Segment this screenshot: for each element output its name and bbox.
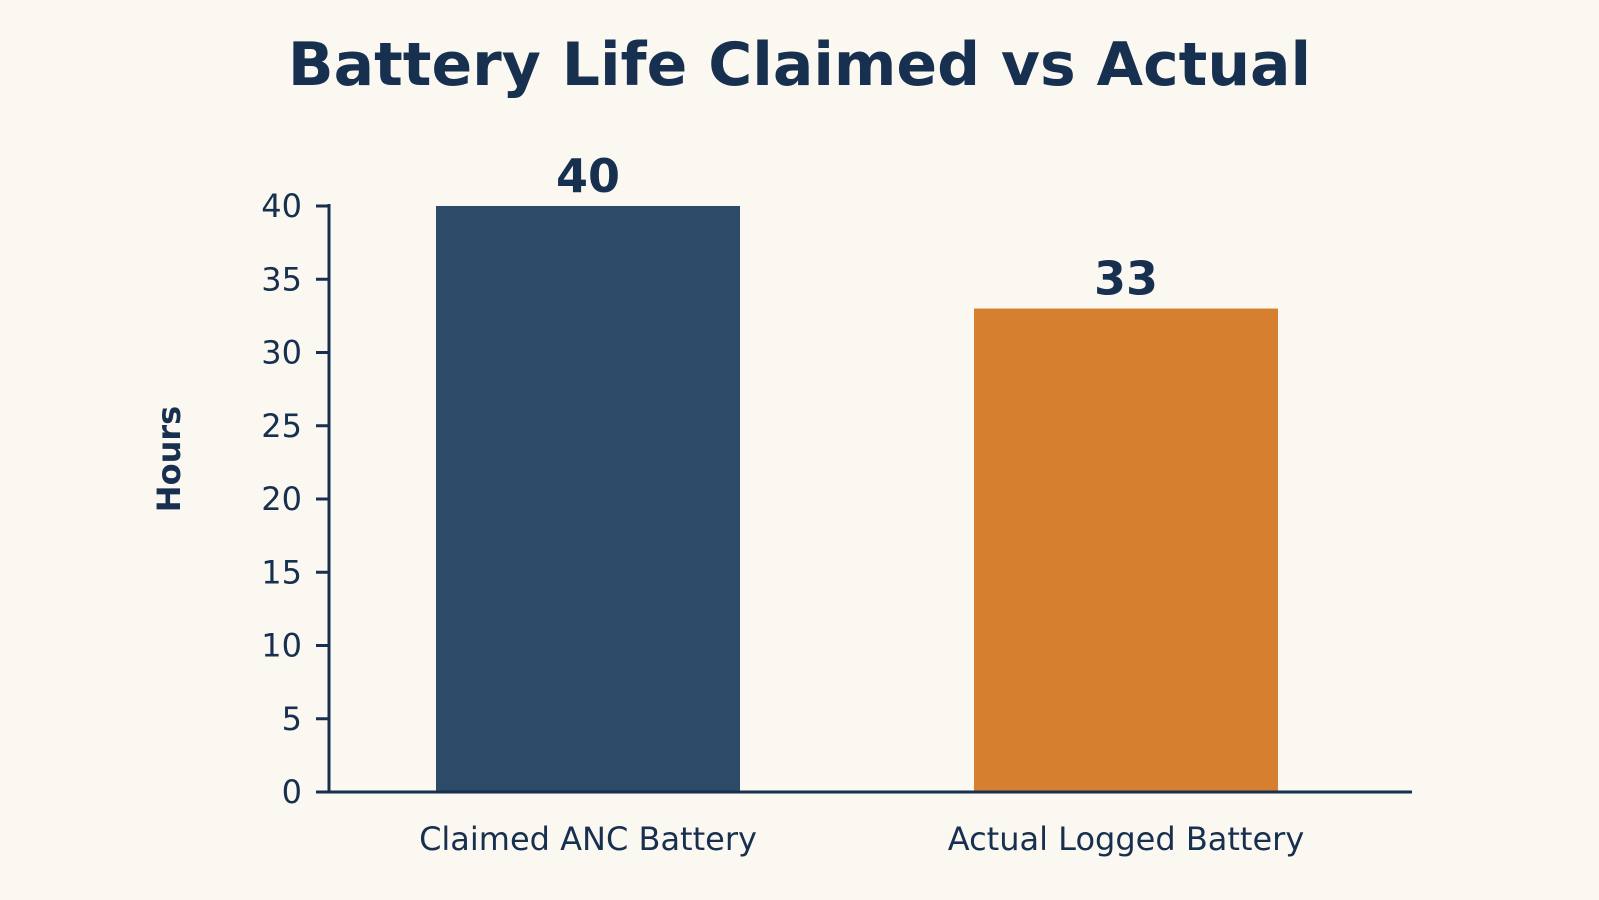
y-tick-label: 35	[261, 260, 302, 298]
y-axis-label: Hours	[150, 406, 188, 512]
y-tick-label: 5	[282, 700, 302, 738]
bar-actual-logged-battery	[974, 308, 1278, 792]
y-tick-label: 40	[261, 187, 302, 225]
y-tick-label: 30	[261, 334, 302, 372]
bar-claimed-anc-battery	[436, 206, 740, 792]
bar-value-label: 33	[1094, 252, 1158, 306]
bars	[436, 206, 1278, 792]
y-tick-label: 0	[282, 773, 302, 811]
bar-value-label: 40	[556, 149, 620, 203]
x-category-label: Actual Logged Battery	[948, 820, 1305, 858]
chart-title: Battery Life Claimed vs Actual	[287, 30, 1312, 100]
y-tick-label: 20	[261, 480, 302, 518]
category-labels: Claimed ANC Battery Actual Logged Battery	[419, 820, 1304, 858]
y-tick-label: 10	[261, 627, 302, 665]
y-tick-label: 15	[261, 553, 302, 591]
x-category-label: Claimed ANC Battery	[419, 820, 757, 858]
y-axis-ticks: 0 5 10 15 20 25 30 35 40	[261, 187, 329, 811]
value-labels: 40 33	[556, 149, 1158, 306]
y-tick-label: 25	[261, 407, 302, 445]
